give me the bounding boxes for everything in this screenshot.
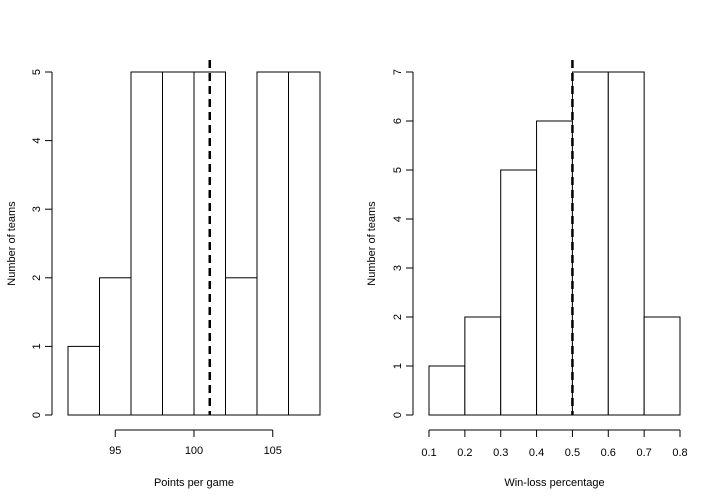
x-tick-label: 0.6 (601, 447, 616, 459)
y-tick-label: 1 (392, 363, 404, 369)
histogram-bar (607, 71, 645, 416)
histogram-bar (130, 71, 163, 416)
y-axis-label: Number of teams (6, 201, 18, 286)
y-tick-label: 0 (392, 412, 404, 418)
histogram-bar (643, 316, 681, 416)
x-axis-label: Win-loss percentage (504, 477, 604, 489)
y-tick-label: 0 (31, 412, 43, 418)
y-tick-label: 3 (392, 265, 404, 271)
histogram-bar (536, 120, 573, 416)
x-tick-label: 0.2 (457, 447, 472, 459)
histogram-bar (464, 316, 502, 416)
y-tick-label: 5 (392, 167, 404, 173)
x-tick-label: 0.1 (421, 447, 436, 459)
x-tick-label: 95 (109, 445, 121, 457)
y-tick-label: 3 (31, 206, 43, 212)
x-tick-label: 0.5 (565, 447, 580, 459)
win-loss-histogram: 0.1 0.2 0.3 0.4 0.5 0.6 0.7 0.8 Win-loss percent… (366, 60, 688, 489)
histogram-bar (256, 71, 289, 416)
x-tick-label: 100 (185, 445, 203, 457)
x-tick-label: 0.7 (636, 447, 651, 459)
histogram-bar (225, 277, 258, 416)
y-tick-label: 5 (31, 69, 43, 75)
x-axis-label: Points per game (154, 477, 234, 489)
y-tick-label: 4 (392, 216, 404, 222)
y-tick-label: 4 (31, 138, 43, 144)
y-tick-label: 2 (31, 275, 43, 281)
histogram-bar (162, 71, 195, 416)
y-tick-label: 7 (392, 69, 404, 75)
y-tick-label: 1 (31, 343, 43, 349)
y-axis-label: Number of teams (366, 201, 378, 286)
histogram-bar (67, 345, 100, 416)
x-tick-label: 0.8 (672, 447, 687, 459)
histogram-bar (99, 277, 132, 416)
histogram-bar (288, 71, 321, 416)
x-tick-label: 105 (264, 445, 282, 457)
histogram-bar (571, 71, 609, 416)
histogram-bar (500, 169, 538, 416)
x-tick-label: 0.4 (529, 447, 544, 459)
x-tick-label: 0.3 (493, 447, 508, 459)
y-tick-label: 6 (392, 118, 404, 124)
histogram-bar (428, 365, 466, 416)
points-per-game-histogram: 95 100 105 Points per game 0 1 2 3 4 5 Number of t… (6, 60, 321, 489)
y-tick-label: 2 (392, 314, 404, 320)
